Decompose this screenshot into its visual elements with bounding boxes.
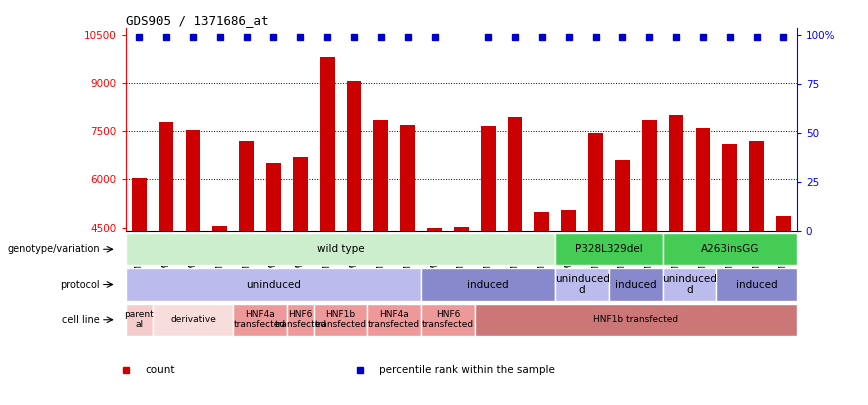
Bar: [641, 120, 656, 231]
Text: percentile rank within the sample: percentile rank within the sample: [379, 364, 556, 375]
Bar: [662, 269, 716, 301]
Bar: [427, 228, 442, 231]
Text: HNF4a
transfected: HNF4a transfected: [234, 310, 286, 329]
Bar: [126, 304, 153, 336]
Bar: [776, 216, 791, 231]
Text: HNF4a
transfected: HNF4a transfected: [368, 310, 420, 329]
Text: HNF1b transfected: HNF1b transfected: [593, 315, 679, 324]
Bar: [373, 120, 388, 231]
Bar: [556, 233, 662, 265]
Text: A263insGG: A263insGG: [700, 244, 759, 254]
Bar: [508, 117, 523, 231]
Text: uninduced: uninduced: [246, 279, 301, 290]
Bar: [293, 157, 307, 231]
Bar: [126, 233, 556, 265]
Bar: [287, 304, 313, 336]
Bar: [695, 128, 710, 231]
Bar: [609, 269, 662, 301]
Text: protocol: protocol: [60, 279, 100, 290]
Bar: [153, 304, 233, 336]
Bar: [186, 130, 201, 231]
Text: HNF1b
transfected: HNF1b transfected: [314, 310, 366, 329]
Bar: [535, 211, 549, 231]
Bar: [421, 304, 475, 336]
Bar: [313, 304, 367, 336]
Text: cell line: cell line: [62, 315, 100, 325]
Bar: [589, 133, 603, 231]
Text: uninduced
d: uninduced d: [662, 274, 717, 295]
Bar: [716, 269, 797, 301]
Text: induced: induced: [615, 279, 656, 290]
Bar: [615, 160, 630, 231]
Text: derivative: derivative: [170, 315, 216, 324]
Bar: [421, 269, 556, 301]
Bar: [346, 81, 361, 231]
Text: GDS905 / 1371686_at: GDS905 / 1371686_at: [126, 14, 268, 27]
Text: genotype/variation: genotype/variation: [7, 244, 100, 254]
Bar: [213, 226, 227, 231]
Bar: [367, 304, 421, 336]
Bar: [400, 125, 415, 231]
Bar: [662, 233, 797, 265]
Bar: [319, 57, 334, 231]
Bar: [159, 122, 174, 231]
Bar: [481, 126, 496, 231]
Text: P328L329del: P328L329del: [575, 244, 643, 254]
Bar: [749, 141, 764, 231]
Text: induced: induced: [467, 279, 509, 290]
Bar: [722, 144, 737, 231]
Bar: [132, 178, 147, 231]
Bar: [556, 269, 609, 301]
Bar: [266, 163, 281, 231]
Text: HNF6
transfected: HNF6 transfected: [422, 310, 474, 329]
Bar: [126, 269, 421, 301]
Text: wild type: wild type: [317, 244, 365, 254]
Bar: [233, 304, 287, 336]
Bar: [475, 304, 797, 336]
Text: parent
al: parent al: [124, 310, 155, 329]
Bar: [240, 141, 254, 231]
Bar: [454, 227, 469, 231]
Bar: [668, 115, 683, 231]
Text: count: count: [145, 364, 174, 375]
Bar: [562, 210, 576, 231]
Text: HNF6
transfected: HNF6 transfected: [274, 310, 326, 329]
Text: induced: induced: [736, 279, 778, 290]
Text: uninduced
d: uninduced d: [555, 274, 609, 295]
